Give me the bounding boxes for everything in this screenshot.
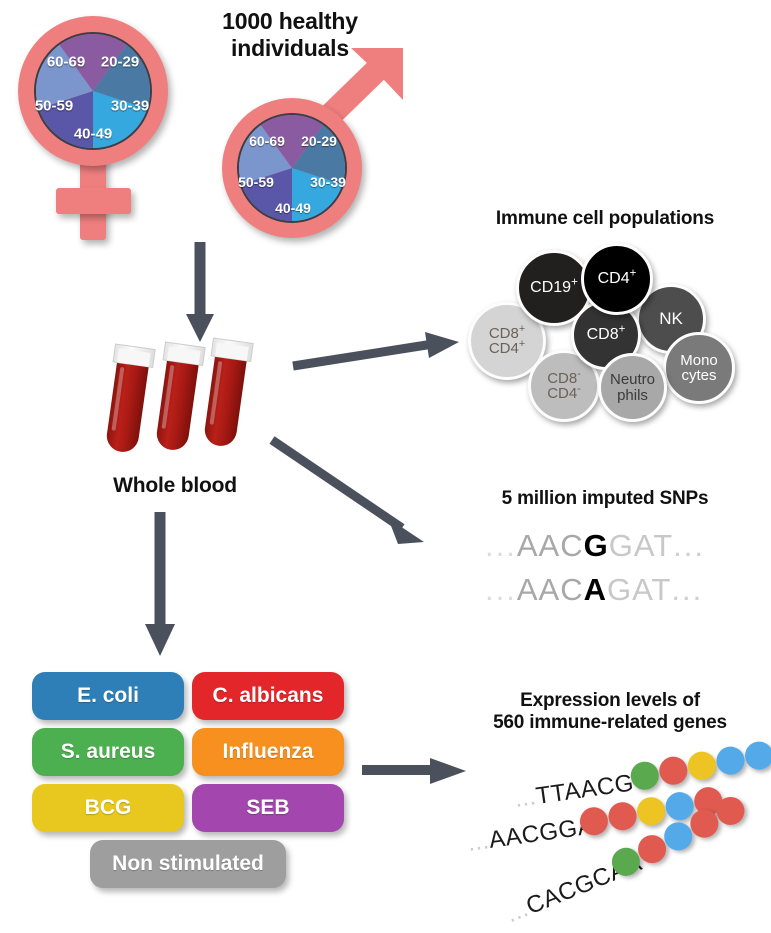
immune-cell-cluster: CD19+ CD4+ NK CD8+ CD4+ CD8+ CD8- CD4- N…	[460, 240, 765, 425]
stimulus-label: Influenza	[222, 740, 314, 763]
stimulus-label: E. coli	[77, 684, 139, 707]
arrow-blood-to-stimulation	[145, 512, 175, 656]
immune-cell-label-line1: Neutro	[609, 371, 656, 389]
pie-label-40-49: 40-49	[275, 200, 311, 216]
female-crossbar	[56, 188, 131, 214]
immune-cell-label: CD8+	[586, 323, 626, 343]
stimulus-influenza[interactable]: Influenza	[192, 728, 344, 776]
immune-cell-heading: Immune cell populations	[495, 208, 715, 229]
expression-heading-line1: Expression levels of	[520, 690, 700, 711]
expression-bead	[606, 800, 639, 833]
snp-trailing-dots: ...	[673, 528, 705, 563]
arrow-cohort-to-blood	[186, 242, 214, 342]
snp-leading-dots: ...	[485, 528, 517, 563]
pie-label-40-49: 40-49	[73, 125, 113, 143]
expression-bead	[657, 754, 690, 787]
stimulus-label: S. aureus	[60, 740, 156, 763]
immune-cell-label-line1: CD8+	[488, 322, 526, 342]
stimulus-label: Non stimulated	[112, 852, 264, 875]
pie-label-50-59: 50-59	[34, 97, 74, 115]
stimulus-s-aureus[interactable]: S. aureus	[32, 728, 184, 776]
arrow-blood-to-immune-cells	[292, 332, 459, 371]
expression-bead	[714, 744, 747, 777]
stimulation-panel: E. coli C. albicans S. aureus Influenza …	[32, 672, 352, 902]
stimulus-non-stimulated[interactable]: Non stimulated	[90, 840, 286, 888]
immune-cell-cd4[interactable]: CD4+	[581, 243, 653, 315]
snps-heading: 5 million imputed SNPs	[501, 488, 709, 509]
pie-label-60-69: 60-69	[249, 133, 285, 149]
female-symbol: 20-29 30-39 40-49 50-59 60-69	[8, 10, 198, 240]
stimulus-bcg[interactable]: BCG	[32, 784, 184, 832]
immune-cell-label-line2: CD4-	[547, 383, 581, 402]
cohort-title: 1000 healthy individuals	[222, 8, 358, 62]
expression-bead	[686, 749, 718, 782]
expression-heading: Expression levels of 560 immune-related …	[455, 690, 765, 735]
immune-cell-neutrophils[interactable]: Neutro phils	[598, 353, 667, 422]
immune-cell-label-line1: CD8-	[547, 367, 581, 387]
immune-cell-label-line2: phils	[617, 386, 648, 404]
immune-cell-label-line1: Mono	[680, 351, 718, 369]
stimulus-seb[interactable]: SEB	[192, 784, 344, 832]
pie-label-30-39: 30-39	[310, 174, 346, 190]
snp-sequences: ...AACGGAT... ...AACAGAT...	[485, 528, 735, 618]
stimulus-label: SEB	[246, 796, 290, 819]
snp-after: GAT	[608, 528, 674, 563]
expression-strands: ...TTAACGG ...AACGGAT ...CACGCAA	[440, 739, 771, 928]
snp-leading-dots: ...	[485, 572, 517, 607]
immune-cell-label-line2: CD4+	[488, 338, 526, 357]
snp-sequence-bottom: ...AACAGAT...	[485, 572, 703, 608]
stimulus-e-coli[interactable]: E. coli	[32, 672, 184, 720]
blood-tubes	[98, 337, 278, 468]
snp-variant-allele: G	[583, 528, 609, 563]
immune-cell-cd8neg-cd4neg[interactable]: CD8- CD4-	[528, 350, 600, 422]
pie-label-30-39: 30-39	[110, 97, 150, 115]
snp-variant-allele: A	[583, 572, 607, 607]
arrow-blood-to-snps	[269, 436, 424, 544]
immune-cell-monocytes[interactable]: Mono cytes	[663, 332, 735, 404]
pie-label-60-69: 60-69	[46, 53, 86, 71]
snp-sequence-top: ...AACGGAT...	[485, 528, 705, 564]
stimulus-c-albicans[interactable]: C. albicans	[192, 672, 344, 720]
pie-label-20-29: 20-29	[100, 53, 140, 71]
female-age-pie	[34, 32, 152, 150]
snp-before: AAC	[516, 572, 584, 607]
immune-cell-label: NK	[659, 309, 683, 329]
arrow-stimulation-to-expression	[362, 758, 466, 784]
snp-before: AAC	[516, 528, 584, 563]
male-symbol: 20-29 30-39 40-49 50-59 60-69	[200, 40, 420, 245]
stimulus-label: BCG	[84, 796, 132, 819]
immune-cell-label-line2: cytes	[681, 367, 717, 384]
expression-heading-line2: 560 immune-related genes	[493, 712, 727, 734]
pie-label-50-59: 50-59	[238, 174, 274, 190]
whole-blood-label: Whole blood	[113, 474, 237, 497]
snp-trailing-dots: ...	[671, 572, 704, 607]
stimulus-label: C. albicans	[212, 684, 324, 707]
pie-label-20-29: 20-29	[301, 133, 337, 149]
immune-cell-label: CD19+	[530, 276, 578, 296]
snp-after: GAT	[606, 572, 672, 607]
immune-cell-label: CD4+	[597, 267, 637, 287]
expression-bead	[743, 739, 771, 772]
male-age-pie	[237, 113, 347, 223]
